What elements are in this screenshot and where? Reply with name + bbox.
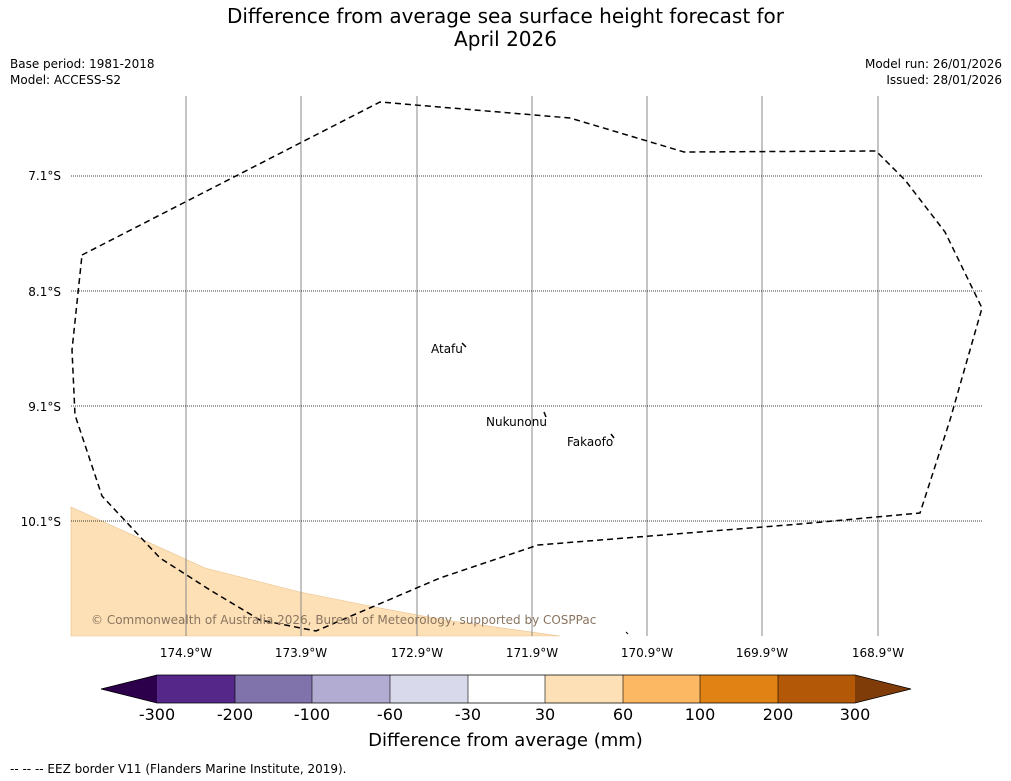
title-line-2: April 2026 [454, 27, 557, 51]
colorbar-bin [157, 675, 235, 703]
colorbar-bin [312, 675, 390, 703]
anomaly-shaded-region [70, 506, 561, 637]
lat-label: 10.1°S [20, 515, 61, 529]
colorbar-extend-low [101, 675, 157, 703]
model-run: Model run: 26/01/2026 [864, 57, 1002, 71]
colorbar [100, 674, 912, 704]
colorbar-bin [623, 675, 700, 703]
parallel-lines [71, 175, 982, 522]
colorbar-bin [468, 675, 545, 703]
colorbar-extend-high [855, 675, 911, 703]
title-line-1: Difference from average sea surface heig… [226, 4, 785, 28]
colorbar-tick: -30 [454, 705, 482, 724]
lat-label: 9.1°S [28, 400, 61, 414]
island-label-nukunonu: Nukunonu [486, 415, 547, 429]
colorbar-bin [778, 675, 855, 703]
lon-label: 168.9°W [851, 646, 905, 660]
colorbar-bin [390, 675, 468, 703]
colorbar-bin [545, 675, 623, 703]
colorbar-tick: 200 [762, 705, 794, 724]
lon-label: 174.9°W [159, 646, 213, 660]
island-label-fakaofo: Fakaofo [567, 435, 614, 449]
meridian-lines [185, 96, 879, 636]
colorbar-title: Difference from average (mm) [368, 730, 643, 751]
island-label-atafu: Atafu [431, 342, 463, 356]
model-name: Model: ACCESS-S2 [10, 73, 122, 87]
colorbar-tick: -100 [293, 705, 331, 724]
chart-title: Difference from average sea surface heig… [0, 5, 1011, 51]
colorbar-tick: -300 [138, 705, 176, 724]
lat-label: 7.1°S [28, 169, 61, 183]
colorbar-tick: 300 [839, 705, 871, 724]
lon-label: 172.9°W [390, 646, 444, 660]
lon-label: 170.9°W [620, 646, 674, 660]
eez-legend: -- -- -- EEZ border V11 (Flanders Marine… [10, 762, 347, 776]
colorbar-tick: -200 [216, 705, 254, 724]
colorbar-tick: 100 [684, 705, 716, 724]
meta-left: Base period: 1981-2018 Model: ACCESS-S2 [10, 56, 155, 88]
colorbar-outline [100, 674, 912, 704]
issued-date: Issued: 28/01/2026 [886, 73, 1002, 87]
eez-border [71, 101, 983, 632]
meta-right: Model run: 26/01/2026 Issued: 28/01/2026 [865, 56, 1002, 88]
colorbar-tick: -60 [376, 705, 404, 724]
lon-label: 173.9°W [274, 646, 328, 660]
lon-label: 171.9°W [505, 646, 559, 660]
lon-label: 169.9°W [735, 646, 789, 660]
colorbar-tick: 60 [612, 705, 634, 724]
colorbar-tick: 30 [534, 705, 556, 724]
atafu-atoll [461, 342, 467, 348]
colorbar-bin [235, 675, 312, 703]
nukunonu-atoll [543, 411, 547, 418]
base-period: Base period: 1981-2018 [10, 57, 155, 71]
lat-label: 8.1°S [28, 285, 61, 299]
fakaofo-atoll [610, 433, 615, 439]
copyright-notice: © Commonwealth of Australia 2026, Bureau… [91, 613, 597, 627]
colorbar-bin [700, 675, 778, 703]
small-islet [625, 631, 629, 635]
